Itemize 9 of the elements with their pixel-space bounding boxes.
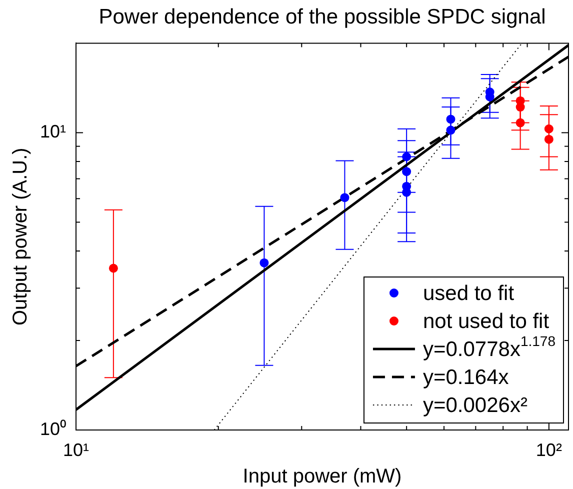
y-tick-label: 10⁰: [40, 418, 66, 439]
legend-label: y=0.164x: [422, 366, 510, 389]
y-axis-title: Output power (A.U.): [10, 148, 32, 326]
x-tick-label: 10²: [536, 440, 562, 460]
x-axis-title: Input power (mW): [242, 466, 402, 488]
legend-label: y=0.0026x²: [422, 394, 528, 417]
legend-label: not used to fit: [422, 310, 550, 333]
legend-label: used to fit: [422, 282, 514, 305]
chart-title: Power dependence of the possible SPDC signal: [98, 5, 546, 28]
